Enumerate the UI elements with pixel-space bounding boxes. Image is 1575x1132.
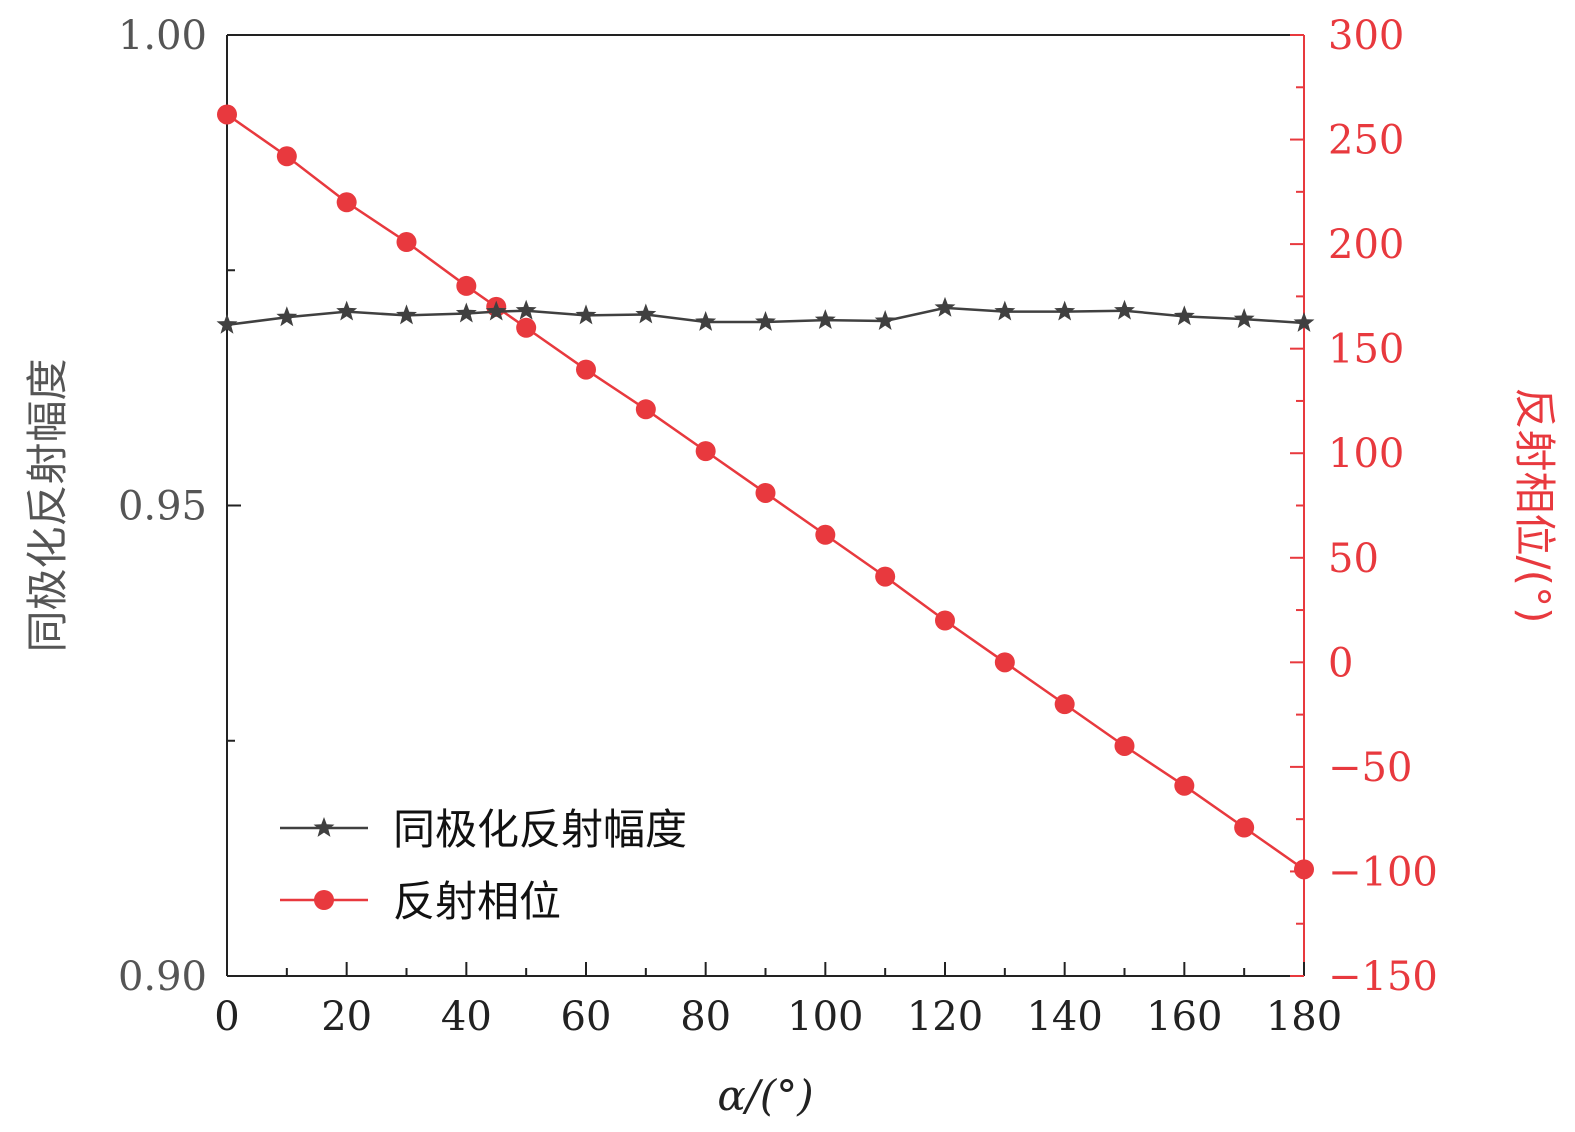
y-right-tick-label: 100 [1328, 431, 1404, 477]
legend-marker [313, 817, 335, 837]
data-point [216, 313, 238, 334]
data-point [576, 359, 596, 380]
y-right-tick-label: −100 [1328, 849, 1438, 895]
legend-label: 反射相位 [393, 877, 561, 926]
y-right-tick-label: 300 [1328, 13, 1404, 59]
data-point [516, 317, 537, 338]
data-point [396, 304, 417, 325]
y-left-axis-title: 同极化反射幅度 [23, 358, 72, 652]
y-right-tick-label: 150 [1328, 327, 1404, 373]
data-point [336, 192, 357, 213]
data-point [1114, 735, 1135, 756]
data-point [755, 311, 776, 331]
data-point [935, 610, 955, 631]
x-tick-label: 60 [561, 994, 612, 1040]
y-left-tick-label: 0.90 [118, 954, 207, 1000]
y-right-tick-label: 0 [1328, 640, 1353, 686]
y-right-tick-label: 200 [1328, 222, 1404, 268]
x-tick-label: 140 [1026, 994, 1102, 1040]
x-tick-label: 100 [787, 994, 863, 1040]
data-point [814, 309, 836, 330]
x-tick-label: 180 [1266, 994, 1342, 1040]
data-point [276, 306, 298, 327]
x-tick-label: 20 [321, 994, 372, 1040]
series-layer [216, 104, 1315, 880]
y-right-tick-label: 250 [1328, 118, 1404, 164]
data-point [1054, 300, 1076, 321]
x-tick-label: 0 [214, 994, 239, 1040]
data-point [515, 299, 537, 320]
data-point [994, 300, 1016, 321]
y-right-axis-title: 反射相位/(°) [1510, 388, 1559, 624]
data-point [695, 311, 717, 331]
y-right-tick-label: 50 [1328, 536, 1379, 582]
series-line [226, 113, 1305, 871]
data-point [1173, 305, 1195, 326]
data-point [635, 399, 656, 420]
legend-label: 同极化反射幅度 [393, 805, 687, 854]
series-amplitude [216, 296, 1315, 334]
data-point [575, 304, 597, 325]
y-right-tick-label: −50 [1328, 745, 1412, 791]
data-point [755, 482, 776, 503]
y-left-tick-label: 1.00 [118, 13, 207, 59]
data-point [1114, 299, 1135, 320]
legend-item: 同极化反射幅度 [280, 805, 687, 854]
legend-marker [314, 890, 334, 910]
data-point [485, 300, 507, 321]
x-tick-label: 120 [907, 994, 983, 1040]
x-tick-label: 80 [680, 994, 731, 1040]
data-point [455, 302, 477, 323]
x-axis-title: α/(°) [717, 1071, 813, 1120]
y-left-tick-label: 0.95 [118, 484, 207, 530]
data-point [635, 303, 657, 324]
x-tick-label: 40 [441, 994, 492, 1040]
x-tick-label: 160 [1146, 994, 1222, 1040]
data-point [1294, 859, 1314, 880]
data-point [276, 146, 297, 167]
data-point [1054, 694, 1075, 715]
y-right-tick-label: −150 [1328, 954, 1438, 1000]
series-line [226, 306, 1305, 327]
data-point [1233, 308, 1255, 329]
data-point [217, 104, 237, 125]
data-point [336, 300, 358, 321]
data-point [815, 524, 836, 545]
data-point [695, 441, 716, 462]
axes-layer: 0 20 40 60 80 100 120 140 160 180 0.90 0.95 1.00 −150… [23, 13, 1559, 1120]
data-point [994, 652, 1015, 673]
series-phase [217, 104, 1314, 880]
legend-item: 反射相位 [280, 877, 561, 926]
data-point [1234, 817, 1255, 838]
data-point [396, 232, 417, 253]
data-point [1293, 311, 1315, 332]
data-point [1174, 775, 1195, 796]
data-point [874, 310, 896, 330]
data-point [934, 296, 956, 317]
data-point [456, 275, 477, 296]
data-point [875, 566, 896, 587]
